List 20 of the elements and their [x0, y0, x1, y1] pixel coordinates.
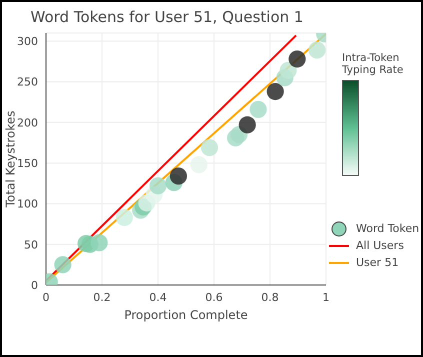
y-tick-label: 100: [17, 198, 38, 211]
x-tick-label: 0.8: [261, 290, 279, 304]
y-axis-title: Total Keystrokes: [3, 110, 18, 208]
x-tick-label: 0.4: [149, 290, 167, 304]
x-axis-title: Proportion Complete: [124, 308, 248, 322]
legend-label: Word Token: [356, 221, 420, 237]
y-tick-label: 0: [31, 278, 38, 292]
x-tick-label: 0.2: [93, 290, 111, 304]
y-tick-label: 200: [17, 116, 38, 130]
x-tick-label: 1: [322, 290, 330, 304]
x-tick-label: 0: [42, 290, 50, 304]
y-tick-label: 250: [17, 76, 38, 89]
y-tick-label: 150: [17, 156, 38, 170]
legend-label: User 51: [356, 255, 399, 271]
y-tick-label: 50: [24, 238, 38, 252]
legend-label: All Users: [356, 238, 404, 254]
y-tick-label: 300: [17, 35, 38, 48]
color-bar-title: Intra-Token Typing Rate: [342, 52, 404, 76]
chart-title: Word Tokens for User 51, Question 1: [30, 8, 304, 26]
x-tick-label: 0.6: [205, 290, 223, 304]
